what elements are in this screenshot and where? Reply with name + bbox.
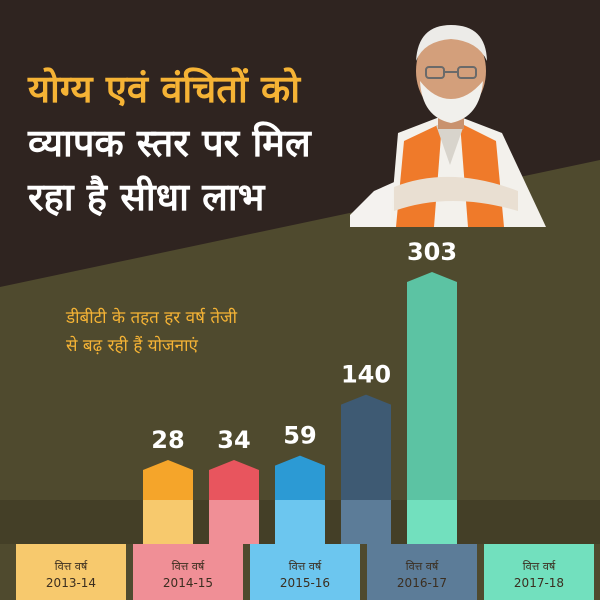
bars-layer: 28 वित्त वर्ष 2013-14 34 वित्त वर्ष 2014-15 59… [16,238,594,600]
category-label-line1-2014-15: वित्त वर्ष [172,560,206,573]
bar-group-2017-18: 303 वित्त वर्ष 2017-18 [407,238,594,600]
bar-2013-14 [143,460,193,500]
bar-2015-16 [275,455,325,500]
headline-line-2: व्यापक स्तर पर मिल [28,121,311,165]
category-label-line2-2016-17: 2016-17 [397,576,447,590]
category-label-line1-2013-14: वित्त वर्ष [55,560,89,573]
subtitle-line-2: से बढ़ रही हैं योजनाएं [66,336,198,356]
category-label-line1-2017-18: वित्त वर्ष [523,560,557,573]
value-label-2014-15: 34 [217,426,250,454]
bar-2016-17 [341,394,391,500]
headline-line-3: रहा है सीधा लाभ [28,175,265,219]
bar-group-2013-14: 28 वित्त वर्ष 2013-14 [16,426,193,600]
category-label-block-2017-18 [407,500,594,600]
category-label-line1-2016-17: वित्त वर्ष [406,560,440,573]
bar-2014-15 [209,460,259,500]
category-label-block-2015-16 [250,500,360,600]
value-label-2015-16: 59 [283,422,316,450]
category-label-line2-2015-16: 2015-16 [280,576,330,590]
bar-group-2014-15: 34 वित्त वर्ष 2014-15 [133,426,259,600]
category-label-line2-2013-14: 2013-14 [46,576,96,590]
value-label-2016-17: 140 [341,361,391,389]
headline-line-1: योग्य एवं वंचितों को [28,67,301,111]
category-label-block-2014-15 [133,500,259,600]
value-label-2017-18: 303 [407,238,457,266]
person-photo [350,25,546,227]
category-label-line1-2015-16: वित्त वर्ष [289,560,323,573]
category-label-block-2013-14 [16,500,193,600]
bar-group-2015-16: 59 वित्त वर्ष 2015-16 [250,422,360,600]
category-label-block-2016-17 [341,500,477,600]
bar-2017-18 [407,272,457,500]
value-label-2013-14: 28 [151,426,184,454]
bar-group-2016-17: 140 वित्त वर्ष 2016-17 [341,361,477,600]
subtitle-line-1: डीबीटी के तहत हर वर्ष तेजी [66,308,238,328]
category-label-line2-2014-15: 2014-15 [163,576,213,590]
category-label-line2-2017-18: 2017-18 [514,576,564,590]
